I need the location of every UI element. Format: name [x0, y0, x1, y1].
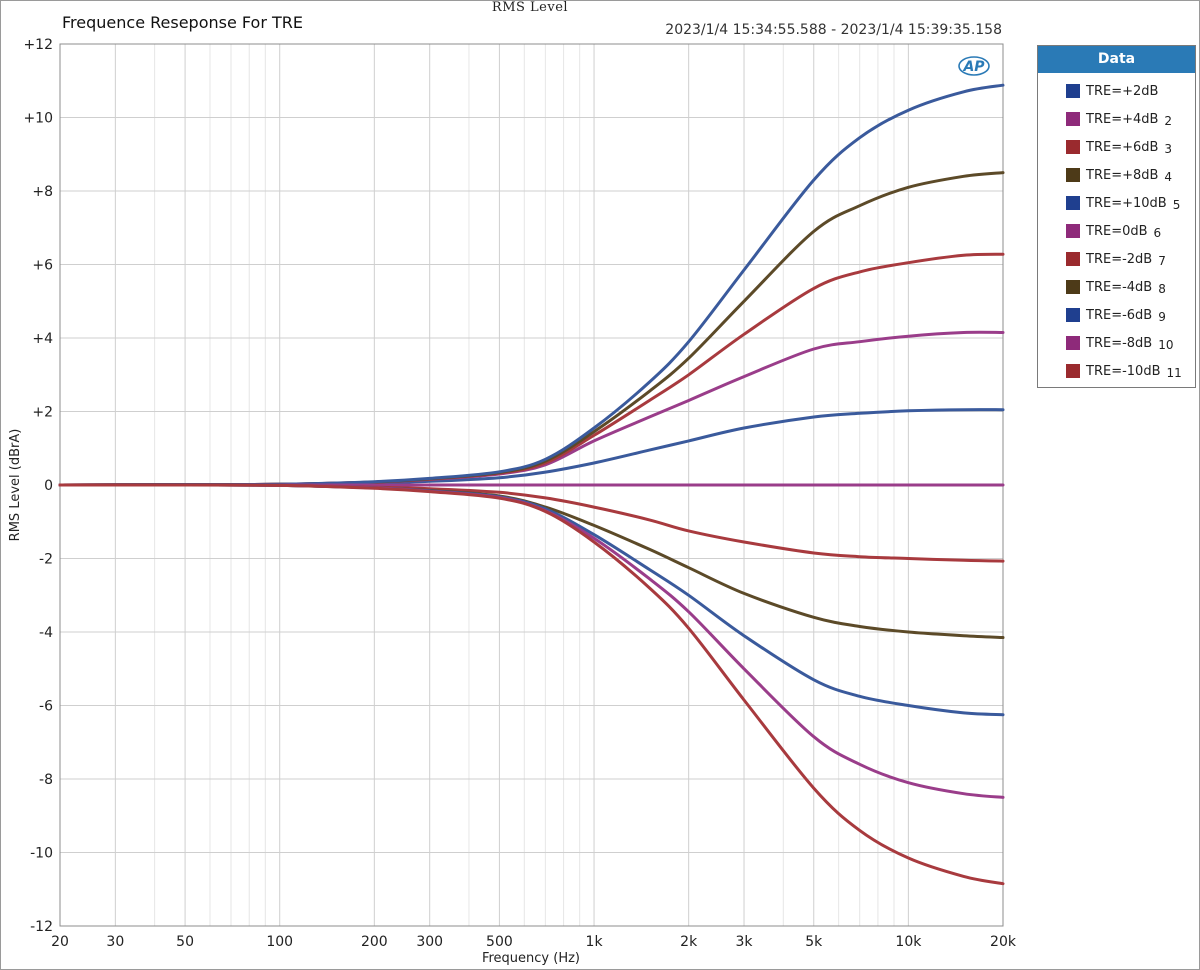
legend-swatch: [1066, 224, 1080, 238]
y-tick-label: -8: [39, 772, 53, 788]
legend-item[interactable]: TRE=+10dB 5: [1038, 189, 1195, 217]
series-line: [58, 330, 1005, 487]
series-layer: [58, 83, 1005, 886]
legend-item[interactable]: TRE=+2dB: [1038, 77, 1195, 105]
legend-swatch: [1066, 364, 1080, 378]
y-tick-label: +8: [32, 184, 53, 200]
legend-swatch: [1066, 168, 1080, 182]
legend-label: TRE=-4dB: [1086, 279, 1153, 295]
legend-item[interactable]: TRE=+8dB 4: [1038, 161, 1195, 189]
x-tick-label: 5k: [805, 934, 823, 950]
legend-label: TRE=-6dB: [1086, 307, 1153, 323]
x-axis-label: Frequency (Hz): [482, 951, 580, 966]
x-tick-label: 200: [361, 934, 388, 950]
legend-item[interactable]: TRE=0dB 6: [1038, 217, 1195, 245]
legend-swatch: [1066, 336, 1080, 350]
x-tick-label: 1k: [586, 934, 604, 950]
legend-title: Data: [1038, 46, 1195, 73]
legend-number: 4: [1164, 170, 1173, 184]
x-tick-label: 30: [106, 934, 124, 950]
legend-item[interactable]: TRE=+4dB 2: [1038, 105, 1195, 133]
legend-label: TRE=-10dB: [1086, 363, 1161, 379]
y-tick-label: -6: [39, 699, 53, 715]
legend-swatch: [1066, 308, 1080, 322]
legend-item[interactable]: TRE=-2dB 7: [1038, 245, 1195, 273]
legend-label: TRE=+2dB: [1086, 83, 1159, 99]
series-line: [58, 171, 1005, 487]
y-tick-label: -4: [39, 625, 53, 641]
legend-label: TRE=+10dB: [1086, 195, 1167, 211]
legend-label: TRE=+6dB: [1086, 139, 1159, 155]
y-axis-ticks: +12 +10 +8 +6 +4 +2 0 -2 -4 -6 -8 -10 -12: [23, 37, 53, 935]
y-tick-label: 0: [44, 478, 53, 494]
legend-item[interactable]: TRE=-6dB 9: [1038, 301, 1195, 329]
legend-item[interactable]: TRE=-4dB 8: [1038, 273, 1195, 301]
y-tick-label: +10: [23, 111, 53, 127]
legend-number: 3: [1164, 142, 1173, 156]
y-tick-label: -12: [30, 919, 53, 935]
legend-number: 8: [1158, 282, 1166, 296]
legend-number: 7: [1158, 254, 1166, 268]
series-line: [58, 483, 1005, 563]
legend-label: TRE=+4dB: [1086, 111, 1159, 127]
legend-label: TRE=-8dB: [1086, 335, 1153, 351]
legend-item[interactable]: TRE=-10dB 11: [1038, 357, 1195, 385]
legend-number: 10: [1158, 338, 1174, 352]
y-tick-label: -2: [39, 552, 53, 568]
x-tick-label: 3k: [736, 934, 754, 950]
legend-swatch: [1066, 280, 1080, 294]
legend-swatch: [1066, 84, 1080, 98]
x-tick-label: 10k: [895, 934, 922, 950]
y-tick-label: +4: [32, 331, 53, 347]
legend-number: 6: [1153, 226, 1162, 240]
legend-item[interactable]: TRE=-8dB 10: [1038, 329, 1195, 357]
legend-list: TRE=+2dB TRE=+4dB 2 TRE=+6dB 3 TRE=+8dB 4 TRE=+…: [1038, 73, 1195, 387]
x-tick-label: 300: [416, 934, 443, 950]
x-tick-label: 20: [51, 934, 69, 950]
ap-logo-icon: AP: [958, 56, 990, 76]
legend-swatch: [1066, 252, 1080, 266]
series-line: [58, 408, 1005, 487]
legend-swatch: [1066, 112, 1080, 126]
y-tick-label: -10: [30, 846, 53, 862]
series-line: [58, 252, 1005, 487]
series-line: [58, 83, 1005, 487]
ap-logo-text: AP: [962, 59, 985, 75]
x-tick-label: 2k: [680, 934, 698, 950]
legend-swatch: [1066, 140, 1080, 154]
y-tick-label: +6: [32, 258, 53, 274]
x-tick-label: 500: [486, 934, 513, 950]
legend-swatch: [1066, 196, 1080, 210]
chart-center-title: RMS Level: [491, 0, 569, 15]
legend-label: TRE=+8dB: [1086, 167, 1159, 183]
series-line: [58, 483, 1005, 717]
timestamp-range: 2023/1/4 15:34:55.588 - 2023/1/4 15:39:3…: [665, 22, 1002, 38]
series-line: [58, 483, 1005, 639]
legend-item[interactable]: TRE=+6dB 3: [1038, 133, 1195, 161]
y-tick-label: +12: [23, 37, 53, 53]
legend-label: TRE=0dB: [1086, 223, 1148, 239]
chart-title: Frequence Reseponse For TRE: [62, 13, 303, 32]
legend-panel: Data TRE=+2dB TRE=+4dB 2 TRE=+6dB 3 TRE=+8dB 4…: [1037, 45, 1196, 388]
series-line: [58, 483, 1005, 799]
x-tick-label: 50: [176, 934, 194, 950]
x-tick-label: 20k: [990, 934, 1017, 950]
y-tick-label: +2: [32, 405, 53, 421]
legend-number: 11: [1166, 366, 1182, 380]
x-tick-label: 100: [266, 934, 293, 950]
x-axis-ticks: 20 30 50 100 200 300 500 1k 2k 3k 5k 10k 20k: [51, 934, 1017, 950]
legend-number: 9: [1158, 310, 1166, 324]
legend-number: 2: [1164, 114, 1173, 128]
series-line: [58, 483, 1005, 886]
y-axis-label: RMS Level (dBrA): [8, 429, 23, 542]
legend-number: 5: [1172, 198, 1181, 212]
legend-label: TRE=-2dB: [1086, 251, 1153, 267]
